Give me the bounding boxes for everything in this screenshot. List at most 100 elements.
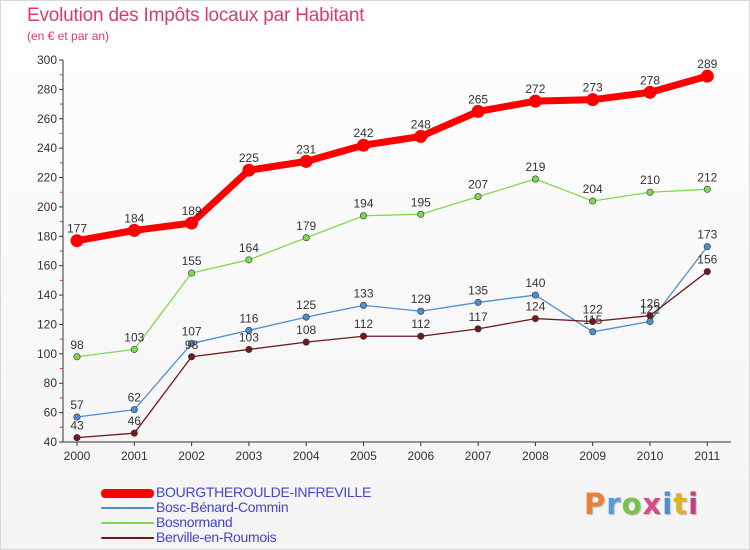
series-line xyxy=(76,270,708,439)
data-point xyxy=(127,223,141,237)
data-label: 184 xyxy=(124,211,144,225)
data-label: 204 xyxy=(583,182,603,196)
data-label: 98 xyxy=(185,338,199,352)
y-tick-label: 140 xyxy=(37,288,57,302)
data-label: 173 xyxy=(697,228,717,242)
x-tick-label: 2008 xyxy=(522,449,549,463)
data-label: 219 xyxy=(525,160,545,174)
data-label: 125 xyxy=(296,298,316,312)
x-tick-label: 2003 xyxy=(236,449,263,463)
logo-letter: P xyxy=(584,487,607,521)
data-label: 116 xyxy=(239,311,258,325)
data-point xyxy=(586,93,600,107)
data-point xyxy=(357,138,370,152)
legend-swatch xyxy=(101,522,154,524)
legend-label: Bosc-Bénard-Commin xyxy=(156,499,289,515)
chart-title: Evolution des Impôts locaux par Habitant xyxy=(27,5,365,26)
proxiti-logo: Proxiti xyxy=(584,487,699,521)
data-label: 57 xyxy=(70,398,84,412)
x-tick-label: 2009 xyxy=(579,449,606,463)
y-tick-label: 240 xyxy=(37,141,57,155)
data-label: 108 xyxy=(296,323,316,337)
data-label: 126 xyxy=(640,297,660,311)
y-tick-label: 200 xyxy=(37,200,57,214)
data-label: 122 xyxy=(640,303,660,317)
data-label: 122 xyxy=(583,303,603,317)
data-point xyxy=(589,328,597,336)
x-tick-label: 2001 xyxy=(121,449,148,463)
y-tick-label: 60 xyxy=(44,406,58,420)
y-tick-label: 40 xyxy=(44,435,58,449)
data-point xyxy=(130,406,138,414)
y-tick-label: 220 xyxy=(37,171,57,185)
data-point xyxy=(73,413,81,421)
data-label: 46 xyxy=(128,414,142,428)
x-tick-label: 2007 xyxy=(465,449,492,463)
y-tick-label: 120 xyxy=(37,317,57,331)
data-point xyxy=(646,312,654,320)
logo-letter: x xyxy=(642,487,663,521)
series-line xyxy=(76,245,708,418)
data-label: 117 xyxy=(469,310,488,324)
logo-letter: i xyxy=(688,487,700,521)
data-point xyxy=(528,94,542,108)
legend-label: BOURGTHEROULDE-INFREVILLE xyxy=(156,484,371,500)
data-label: 189 xyxy=(182,204,202,218)
data-label: 278 xyxy=(640,73,660,87)
data-point xyxy=(245,326,253,334)
data-label: 231 xyxy=(296,142,316,156)
data-point xyxy=(703,243,711,251)
data-label: 155 xyxy=(182,254,202,268)
data-label: 272 xyxy=(525,82,545,96)
data-label: 98 xyxy=(70,338,84,352)
data-point xyxy=(700,69,714,83)
legend-swatch xyxy=(101,507,154,509)
data-point xyxy=(188,353,196,361)
data-label: 133 xyxy=(353,286,373,300)
data-point xyxy=(703,185,711,193)
data-label: 212 xyxy=(697,170,717,184)
data-point xyxy=(474,298,482,306)
data-label: 179 xyxy=(296,219,316,233)
logo-letter: o xyxy=(621,487,643,521)
data-label: 135 xyxy=(468,283,488,297)
data-point xyxy=(471,104,485,118)
data-label: 265 xyxy=(468,92,488,106)
data-point xyxy=(646,188,654,196)
data-point xyxy=(73,353,81,361)
data-label: 177 xyxy=(67,222,87,236)
data-point xyxy=(643,85,657,99)
y-tick-label: 80 xyxy=(44,376,58,390)
data-point xyxy=(359,212,367,220)
data-point xyxy=(188,340,196,348)
data-label: 62 xyxy=(128,391,142,405)
chart-subtitle: (en € et par an) xyxy=(27,29,110,43)
data-label: 164 xyxy=(239,241,259,255)
series-line xyxy=(76,178,708,358)
data-point xyxy=(359,301,367,309)
data-point xyxy=(245,345,253,353)
logo-letter: r xyxy=(606,487,622,521)
data-point xyxy=(302,338,310,346)
data-point xyxy=(73,434,81,442)
data-label: 210 xyxy=(640,173,660,187)
data-point xyxy=(589,318,597,326)
x-tick-label: 2002 xyxy=(178,449,205,463)
logo-letter: i xyxy=(662,487,674,521)
data-point xyxy=(417,307,425,315)
data-label: 248 xyxy=(411,117,431,131)
data-label: 43 xyxy=(70,419,84,433)
data-label: 195 xyxy=(411,195,431,209)
y-tick-label: 260 xyxy=(37,112,57,126)
data-point xyxy=(414,129,428,143)
data-point xyxy=(703,268,711,276)
data-label: 194 xyxy=(353,197,373,211)
x-tick-label: 2010 xyxy=(637,449,664,463)
legend-swatch xyxy=(101,489,154,498)
data-label: 242 xyxy=(353,126,373,140)
data-point xyxy=(70,234,84,248)
y-tick-label: 180 xyxy=(37,229,57,243)
data-point xyxy=(417,332,425,340)
data-point xyxy=(474,193,482,201)
y-tick-label: 100 xyxy=(37,347,57,361)
